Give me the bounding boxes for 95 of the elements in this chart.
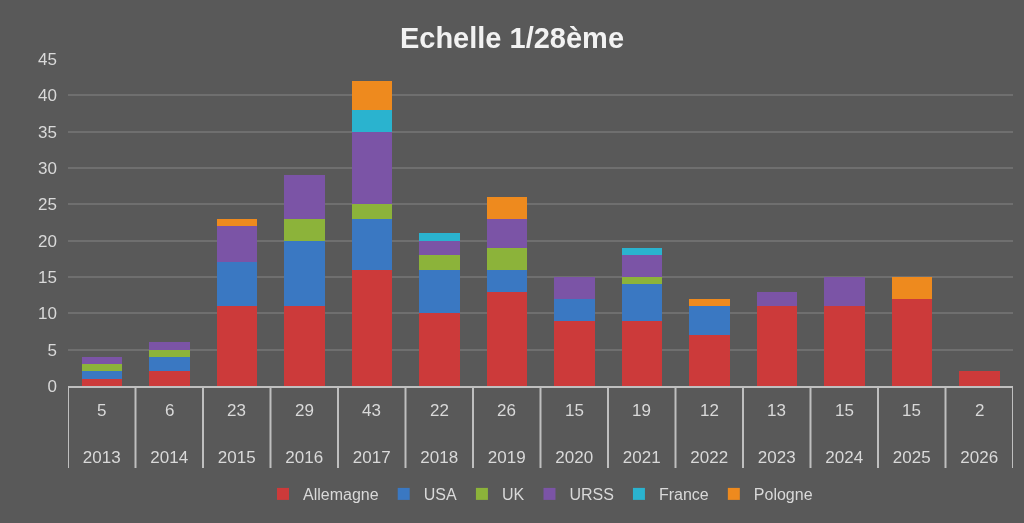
y-tick-label: 0: [47, 376, 57, 396]
bar: [149, 356, 190, 372]
bar: [486, 269, 527, 292]
x-tick-label: 2023: [757, 448, 796, 468]
x-tick-label: 2014: [150, 448, 189, 468]
bar: [621, 284, 662, 321]
bar: [621, 277, 662, 285]
bar: [621, 320, 662, 386]
bar: [216, 262, 257, 307]
bar: [81, 371, 122, 379]
x-tick-label: 2018: [420, 448, 459, 468]
total-label: 43: [362, 401, 381, 420]
bar: [689, 298, 730, 307]
x-tick-label: 2021: [622, 448, 661, 468]
bar: [824, 277, 865, 307]
bar: [216, 218, 257, 227]
bar: [81, 364, 122, 372]
bar: [351, 204, 392, 219]
bar: [216, 306, 257, 386]
legend-label: USA: [423, 486, 457, 504]
total-label: 22: [430, 401, 449, 420]
bar: [756, 306, 797, 386]
x-tick-label: 2015: [217, 448, 256, 468]
x-tick-label: 2022: [690, 448, 729, 468]
bar: [419, 233, 460, 241]
total-label: 12: [700, 401, 719, 420]
bar: [486, 247, 527, 270]
total-label: 15: [565, 401, 584, 420]
bar: [284, 306, 325, 386]
y-tick-label: 20: [38, 231, 57, 251]
total-label: 29: [295, 401, 314, 420]
x-tick-label: 2016: [285, 448, 324, 468]
bar: [419, 269, 460, 314]
legend-label: UK: [501, 486, 525, 504]
y-tick-label: 40: [38, 86, 57, 106]
bar: [216, 226, 257, 263]
legend-label: URSS: [569, 486, 614, 504]
bar: [554, 277, 595, 299]
total-label: 26: [497, 401, 516, 420]
bar: [81, 356, 122, 365]
bar: [351, 131, 392, 205]
bar: [351, 80, 392, 110]
chart-title: Echelle 1/28ème: [399, 22, 625, 55]
bar: [959, 371, 1000, 386]
bar: [284, 240, 325, 307]
x-tick-label: 2026: [960, 448, 999, 468]
total-label: 15: [835, 401, 854, 420]
y-tick-label: 25: [38, 195, 57, 215]
bar: [891, 298, 932, 386]
bar: [891, 277, 932, 299]
bar: [486, 291, 527, 386]
bar: [554, 320, 595, 386]
x-tick-label: 2013: [82, 448, 121, 468]
bar: [689, 335, 730, 386]
bar: [554, 298, 595, 321]
total-label: 2: [975, 401, 985, 420]
total-label: 6: [165, 401, 175, 420]
total-label: 23: [227, 401, 246, 420]
y-tick-label: 45: [38, 49, 57, 69]
bar: [149, 342, 190, 350]
bar: [149, 371, 190, 386]
bar: [149, 349, 190, 357]
bar: [756, 291, 797, 307]
total-label: 5: [97, 401, 107, 420]
total-label: 13: [767, 401, 786, 420]
bar: [486, 197, 527, 219]
y-tick-label: 35: [38, 122, 57, 142]
bar: [284, 175, 325, 219]
bar: [419, 240, 460, 256]
total-label: 19: [632, 401, 651, 420]
x-tick-label: 2024: [825, 448, 864, 468]
bar: [351, 269, 392, 386]
x-tick-label: 2020: [555, 448, 594, 468]
x-tick-label: 2019: [487, 448, 526, 468]
y-tick-label: 15: [38, 267, 57, 287]
bar: [81, 378, 122, 386]
y-tick-label: 5: [47, 340, 57, 360]
total-label: 15: [902, 401, 921, 420]
bar: [486, 218, 527, 248]
legend-label: France: [658, 486, 709, 504]
bar: [824, 306, 865, 386]
x-tick-label: 2017: [352, 448, 391, 468]
bar: [351, 218, 392, 270]
bar: [689, 306, 730, 336]
y-tick-label: 30: [38, 158, 57, 178]
legend-label: Allemagne: [303, 486, 379, 504]
legend-label: Pologne: [753, 486, 813, 504]
bar: [621, 247, 662, 256]
y-tick-label: 10: [38, 304, 57, 324]
bar: [621, 255, 662, 277]
x-tick-label: 2025: [892, 448, 931, 468]
bar: [351, 109, 392, 132]
bar: [419, 313, 460, 386]
bar: [284, 218, 325, 241]
bar: [419, 255, 460, 270]
